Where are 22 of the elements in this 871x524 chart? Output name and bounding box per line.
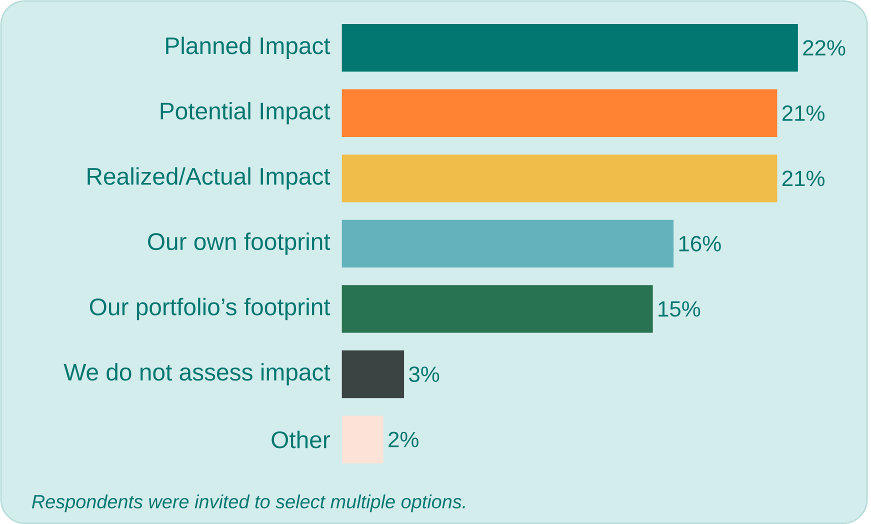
y-tick-label: Our own footprint (148, 232, 330, 255)
bar (342, 285, 653, 333)
y-tick-label: Planned Impact (166, 36, 330, 59)
y-tick-label: Other (272, 430, 330, 448)
y-tick-label: We do not assess impact (64, 362, 330, 386)
bar (342, 350, 404, 398)
bar (342, 220, 674, 268)
bar (342, 416, 384, 464)
text: Respondents were invited to select multiple options. (32, 494, 465, 512)
y-tick-label: Realized/Actual Impact (88, 167, 330, 190)
bar (342, 89, 778, 137)
data-label: 21% (782, 170, 824, 186)
data-label: 22% (803, 40, 846, 56)
y-tick-label: Potential Impact (160, 102, 330, 124)
data-label: 3% (409, 366, 440, 382)
data-label: 16% (679, 236, 721, 252)
bar (342, 24, 798, 72)
bar (342, 154, 778, 202)
y-tick-label: Our portfolio’s footprint (90, 298, 330, 320)
data-label: 2% (388, 432, 418, 448)
data-label: 21% (782, 105, 824, 121)
data-label: 15% (658, 301, 700, 317)
